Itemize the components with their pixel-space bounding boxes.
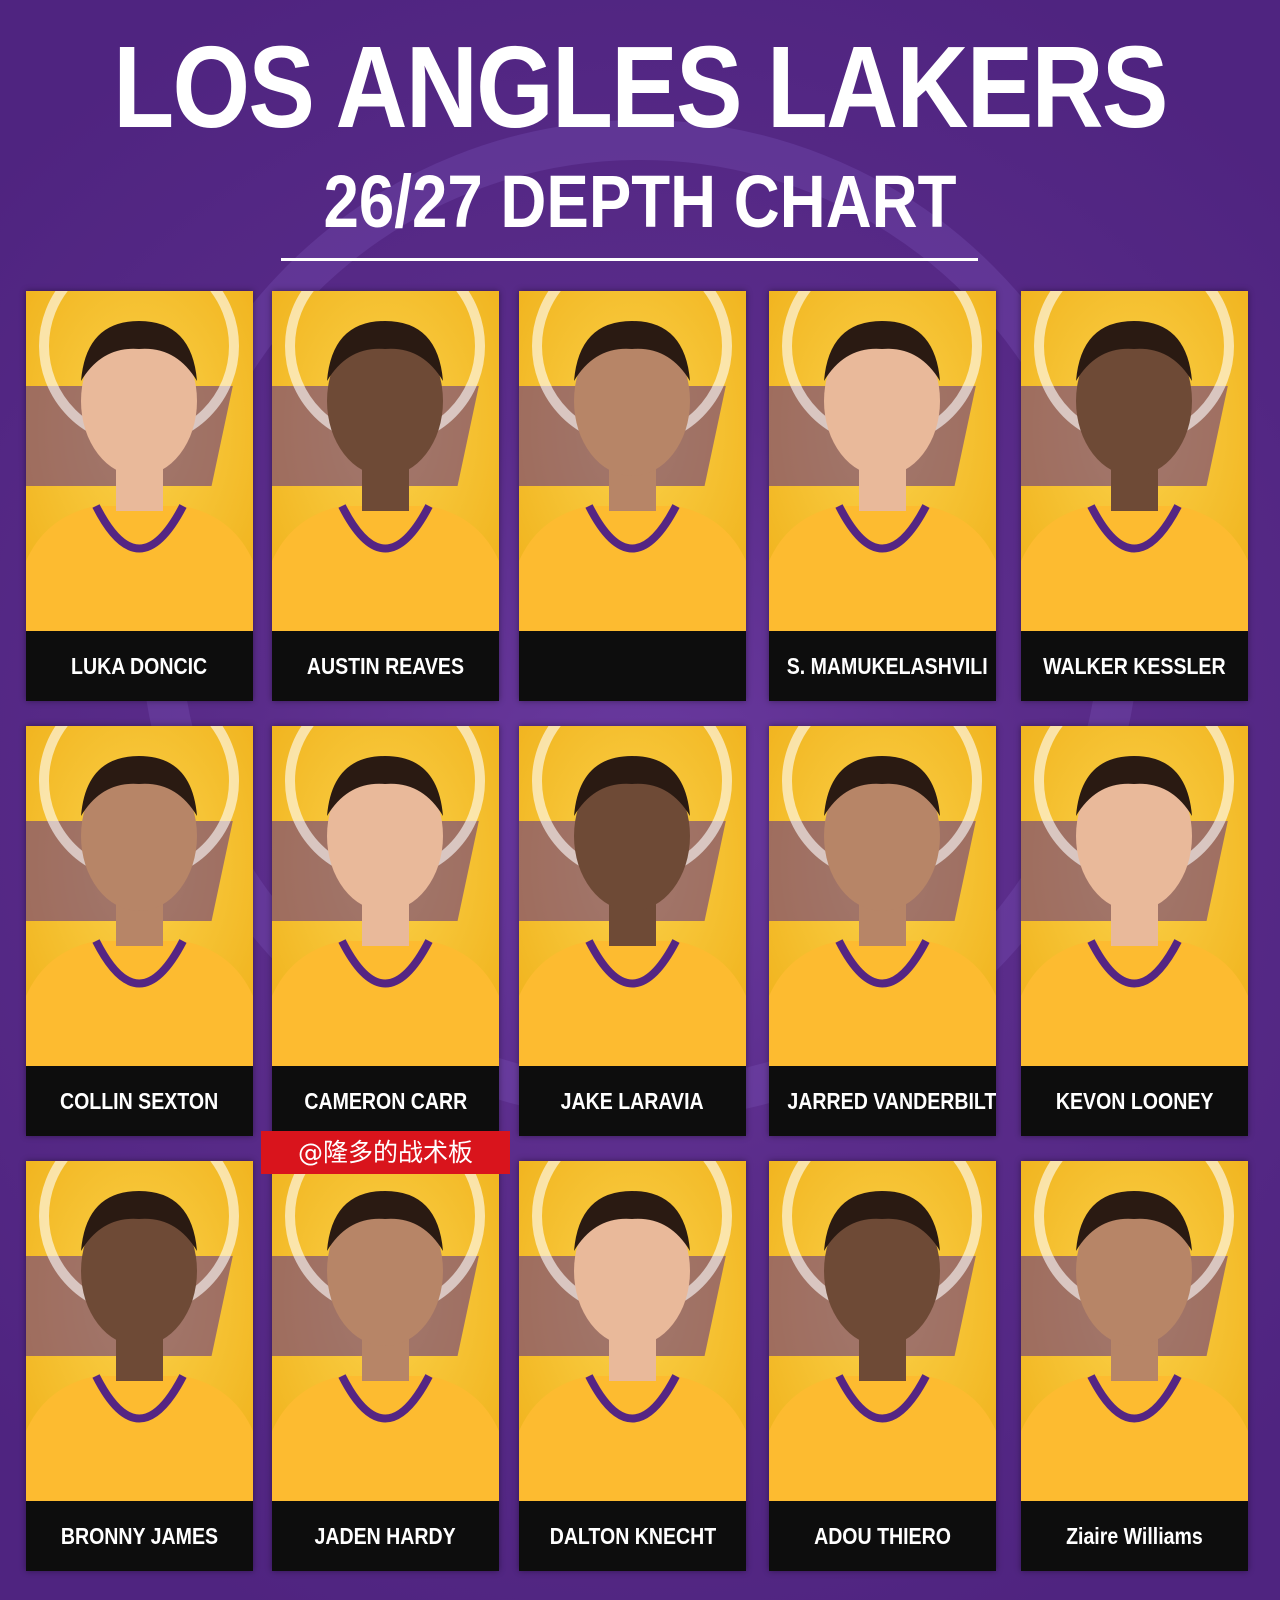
player-card: WALKER KESSLER [1021, 291, 1248, 701]
divider [281, 258, 978, 261]
player-name: LUKA DONCIC [26, 631, 253, 701]
player-card: JADEN HARDY [272, 1161, 499, 1571]
player-name: DALTON KNECHT [519, 1501, 746, 1571]
watermark: @隆多的战术板 [261, 1131, 510, 1174]
player-name-text: LUKA DONCIC [71, 653, 208, 679]
player-name: S. MAMUKELASHVILI [769, 631, 996, 701]
player-photo [1021, 291, 1248, 631]
player-card: JAKE LARAVIA [519, 726, 746, 1136]
player-name: ADOU THIERO [769, 1501, 996, 1571]
player-photo [1021, 1161, 1248, 1501]
player-card: AUSTIN REAVES [272, 291, 499, 701]
title: LOS ANGLES LAKERS [113, 22, 1168, 152]
player-photo [26, 1161, 253, 1501]
player-name: COLLIN SEXTON [26, 1066, 253, 1136]
player-photo [769, 291, 996, 631]
player-photo [519, 291, 746, 631]
player-card: LUKA DONCIC [26, 291, 253, 701]
player-card [519, 291, 746, 701]
player-card: JARRED VANDERBILT [769, 726, 996, 1136]
player-name-text: AUSTIN REAVES [306, 653, 465, 679]
player-card: BRONNY JAMES [26, 1161, 253, 1571]
player-card: COLLIN SEXTON [26, 726, 253, 1136]
player-card: ADOU THIERO [769, 1161, 996, 1571]
player-name [519, 631, 746, 701]
player-photo [1021, 726, 1248, 1066]
player-name: KEVON LOONEY [1021, 1066, 1248, 1136]
player-name-text: JARRED VANDERBILT [787, 1088, 996, 1114]
player-card: KEVON LOONEY [1021, 726, 1248, 1136]
player-name-text: Ziaire Williams [1066, 1523, 1203, 1549]
player-name-text: KEVON LOONEY [1055, 1088, 1214, 1114]
player-photo [769, 1161, 996, 1501]
player-name-text: DALTON KNECHT [549, 1523, 716, 1549]
player-name-text: JAKE LARAVIA [560, 1088, 705, 1114]
player-photo [272, 1161, 499, 1501]
player-name-text: ADOU THIERO [814, 1523, 951, 1549]
player-photo [769, 726, 996, 1066]
player-name: JAKE LARAVIA [519, 1066, 746, 1136]
player-name: JADEN HARDY [272, 1501, 499, 1571]
player-photo [26, 726, 253, 1066]
player-card: CAMERON CARR [272, 726, 499, 1136]
player-photo [519, 726, 746, 1066]
player-photo [26, 291, 253, 631]
player-name-text: JADEN HARDY [314, 1523, 457, 1549]
player-name-text: COLLIN SEXTON [60, 1088, 219, 1114]
player-name: CAMERON CARR [272, 1066, 499, 1136]
player-card: S. MAMUKELASHVILI [769, 291, 996, 701]
player-name-text: BRONNY JAMES [60, 1523, 219, 1549]
player-name-text: WALKER KESSLER [1043, 653, 1226, 679]
player-photo [272, 726, 499, 1066]
player-photo [272, 291, 499, 631]
player-name: Ziaire Williams [1021, 1501, 1248, 1571]
player-card: DALTON KNECHT [519, 1161, 746, 1571]
player-name: JARRED VANDERBILT [769, 1066, 996, 1136]
player-name: AUSTIN REAVES [272, 631, 499, 701]
player-photo [519, 1161, 746, 1501]
player-card: Ziaire Williams [1021, 1161, 1248, 1571]
subtitle: 26/27 DEPTH CHART [323, 160, 957, 243]
player-name-text: CAMERON CARR [304, 1088, 467, 1114]
player-name-text: S. MAMUKELASHVILI [786, 653, 988, 679]
player-name: WALKER KESSLER [1021, 631, 1248, 701]
player-name: BRONNY JAMES [26, 1501, 253, 1571]
